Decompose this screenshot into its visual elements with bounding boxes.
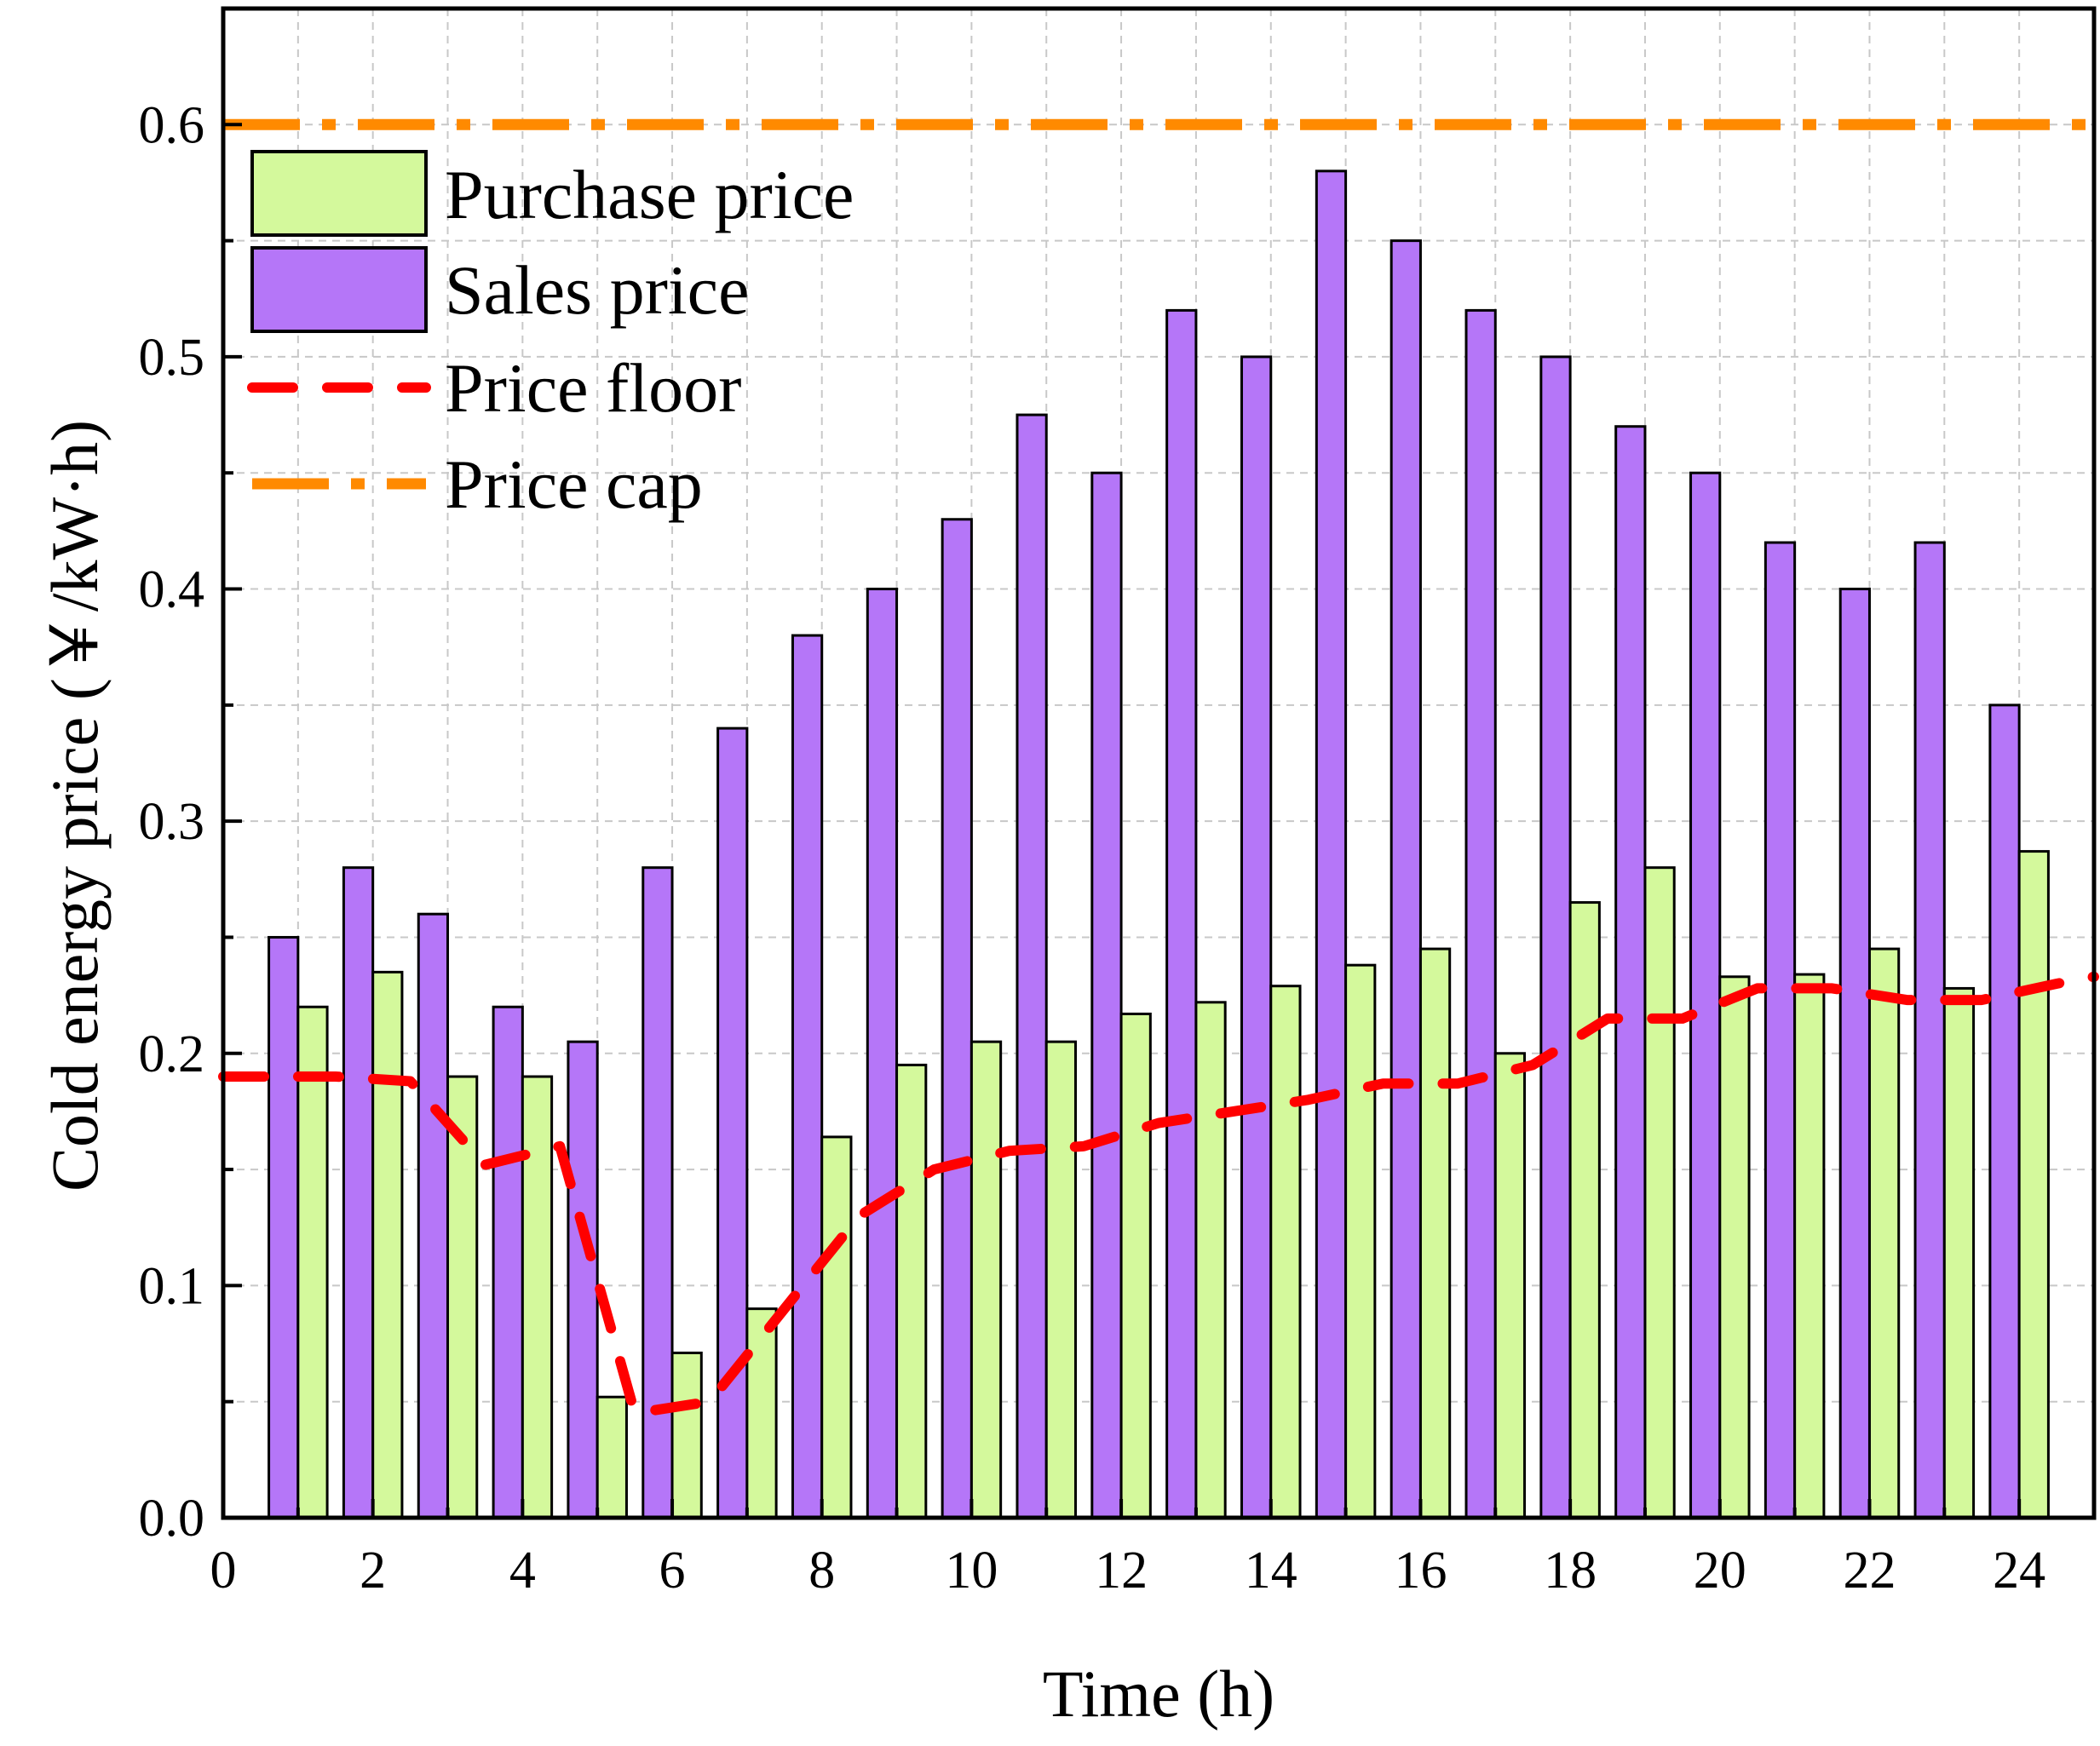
bar-purchase-price bbox=[1493, 1052, 1527, 1519]
bar-sales-price bbox=[342, 866, 375, 1519]
legend: Purchase price Sales price Price floor Pric… bbox=[247, 150, 854, 523]
plot-frame bbox=[221, 6, 2097, 1520]
bar-purchase-price bbox=[895, 1063, 928, 1519]
bar-sales-price bbox=[1988, 704, 2021, 1519]
legend-label-sales: Sales price bbox=[445, 251, 749, 329]
bars bbox=[268, 169, 2050, 1519]
y-tick-label: 0.2 bbox=[139, 1025, 205, 1083]
x-tick-label: 12 bbox=[1095, 1542, 1148, 1600]
x-tick-label: 22 bbox=[1843, 1542, 1896, 1600]
bar-sales-price bbox=[1464, 308, 1497, 1519]
bar-sales-price bbox=[941, 518, 973, 1519]
y-tick-label: 0.1 bbox=[139, 1257, 205, 1315]
bar-sales-price bbox=[642, 866, 674, 1519]
legend-swatch-sales bbox=[250, 246, 428, 333]
y-tick-label: 0.6 bbox=[139, 96, 205, 154]
legend-label-purchase: Purchase price bbox=[445, 156, 854, 233]
bar-sales-price bbox=[791, 634, 824, 1519]
bar-purchase-price bbox=[969, 1040, 1003, 1519]
price-floor-line bbox=[218, 971, 2099, 1419]
y-tick-label: 0.0 bbox=[139, 1490, 205, 1548]
bar-purchase-price bbox=[820, 1135, 853, 1519]
x-tick-label: 8 bbox=[808, 1542, 835, 1600]
bar-purchase-price bbox=[296, 1005, 329, 1519]
x-tick-label: 2 bbox=[360, 1542, 386, 1600]
x-tick-label: 24 bbox=[1993, 1542, 2045, 1600]
bar-purchase-price bbox=[1718, 975, 1751, 1519]
y-tick-label: 0.5 bbox=[139, 329, 205, 387]
bar-sales-price bbox=[1614, 425, 1647, 1519]
y-axis-title: Cold energy price (￥/kW·h) bbox=[37, 420, 112, 1192]
x-axis-title: Time (h) bbox=[1043, 1657, 1274, 1731]
bar-purchase-price bbox=[1044, 1040, 1077, 1519]
bar-sales-price bbox=[1539, 355, 1572, 1519]
bar-sales-price bbox=[716, 727, 749, 1519]
bar-sales-price bbox=[1913, 541, 1946, 1519]
bar-purchase-price bbox=[521, 1075, 554, 1519]
bar-sales-price bbox=[268, 935, 300, 1519]
axis-ticks: 0 2 4 6 8 10 12 14 16 18 20 22 240.00.10.20.30.40.50… bbox=[139, 7, 2096, 1600]
legend-swatch-purchase bbox=[250, 150, 428, 237]
x-tick-label: 20 bbox=[1694, 1542, 1746, 1600]
x-tick-label: 10 bbox=[945, 1542, 998, 1600]
bar-purchase-price bbox=[1194, 1001, 1227, 1519]
bar-purchase-price bbox=[1418, 947, 1452, 1519]
bar-purchase-price bbox=[1793, 973, 1826, 1519]
bar-sales-price bbox=[1689, 471, 1722, 1519]
bar-sales-price bbox=[1389, 239, 1422, 1519]
x-tick-label: 18 bbox=[1544, 1542, 1597, 1600]
bar-purchase-price bbox=[670, 1351, 703, 1519]
bar-purchase-price bbox=[745, 1307, 778, 1519]
lines bbox=[218, 118, 2099, 1419]
bar-sales-price bbox=[492, 1005, 524, 1519]
bar-purchase-price bbox=[1867, 947, 1901, 1519]
bar-purchase-price bbox=[2017, 850, 2050, 1519]
bar-purchase-price bbox=[371, 970, 404, 1519]
bar-sales-price bbox=[417, 912, 450, 1519]
bar-purchase-price bbox=[1269, 985, 1302, 1519]
legend-label-cap: Price cap bbox=[445, 445, 703, 523]
bar-purchase-price bbox=[1942, 986, 1976, 1519]
bar-sales-price bbox=[567, 1040, 599, 1519]
x-tick-label: 16 bbox=[1394, 1542, 1447, 1600]
bar-purchase-price bbox=[1568, 901, 1601, 1519]
y-tick-label: 0.4 bbox=[139, 561, 205, 619]
y-tick-label: 0.3 bbox=[139, 793, 205, 851]
bar-sales-price bbox=[1240, 355, 1273, 1519]
bar-sales-price bbox=[1315, 169, 1348, 1519]
bar-sales-price bbox=[1838, 588, 1871, 1519]
x-tick-label: 14 bbox=[1245, 1542, 1297, 1600]
bar-sales-price bbox=[1090, 471, 1123, 1519]
bar-sales-price bbox=[1015, 413, 1048, 1519]
bar-purchase-price bbox=[1119, 1012, 1152, 1519]
x-tick-label: 6 bbox=[659, 1542, 686, 1600]
x-tick-label: 0 bbox=[210, 1542, 237, 1600]
bar-sales-price bbox=[1165, 308, 1198, 1519]
bar-sales-price bbox=[1763, 541, 1797, 1519]
bar-purchase-price bbox=[1643, 866, 1676, 1519]
bar-sales-price bbox=[866, 588, 899, 1519]
bar-purchase-price bbox=[1344, 963, 1377, 1519]
legend-label-floor: Price floor bbox=[445, 349, 741, 427]
bar-purchase-price bbox=[595, 1395, 628, 1519]
x-tick-label: 4 bbox=[509, 1542, 536, 1600]
